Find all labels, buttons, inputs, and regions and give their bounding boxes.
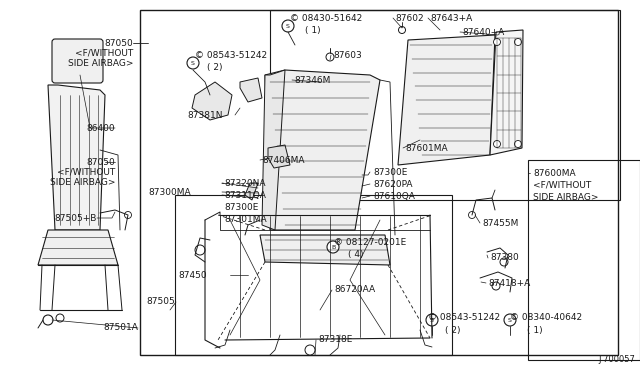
Text: © 08340-40642: © 08340-40642	[510, 314, 582, 323]
Text: 87050: 87050	[104, 38, 133, 48]
Bar	[270, 10, 620, 200]
Text: S: S	[286, 23, 290, 29]
Circle shape	[468, 212, 476, 218]
Circle shape	[492, 282, 500, 290]
Circle shape	[504, 314, 516, 326]
Polygon shape	[48, 85, 105, 230]
Text: 87603: 87603	[333, 51, 362, 60]
Text: B: B	[331, 244, 335, 250]
Text: 86720AA: 86720AA	[334, 285, 375, 295]
Circle shape	[399, 26, 406, 33]
Text: 87301MA: 87301MA	[224, 215, 267, 224]
Circle shape	[326, 53, 334, 61]
Polygon shape	[245, 183, 258, 200]
Text: 87418+A: 87418+A	[488, 279, 531, 288]
Polygon shape	[398, 35, 495, 165]
Text: 87602: 87602	[395, 13, 424, 22]
Circle shape	[327, 241, 339, 253]
Circle shape	[493, 141, 500, 148]
Text: S: S	[508, 317, 512, 323]
Polygon shape	[260, 235, 390, 265]
Text: ( 1): ( 1)	[527, 326, 543, 334]
Text: ® 08127-0201E: ® 08127-0201E	[334, 237, 406, 247]
Text: 87380: 87380	[490, 253, 519, 263]
Circle shape	[493, 38, 500, 45]
Polygon shape	[265, 70, 380, 230]
Text: 87505+B: 87505+B	[54, 214, 97, 222]
Text: 87450: 87450	[178, 270, 207, 279]
Text: 87600MA: 87600MA	[533, 169, 575, 177]
Circle shape	[282, 20, 294, 32]
Text: 87620PA: 87620PA	[373, 180, 413, 189]
Text: 87300MA: 87300MA	[148, 187, 191, 196]
Circle shape	[187, 57, 199, 69]
Circle shape	[56, 314, 64, 322]
Text: 87050: 87050	[86, 157, 115, 167]
Text: © 08430-51642: © 08430-51642	[290, 13, 362, 22]
Text: <F/WITHOUT: <F/WITHOUT	[533, 180, 591, 189]
Circle shape	[426, 314, 438, 326]
Polygon shape	[38, 230, 118, 265]
Text: © 08543-51242: © 08543-51242	[428, 314, 500, 323]
Text: 87455M: 87455M	[482, 218, 518, 228]
Text: 87300E: 87300E	[373, 167, 408, 176]
Polygon shape	[240, 78, 262, 102]
Text: S: S	[191, 61, 195, 65]
FancyBboxPatch shape	[52, 39, 103, 83]
Text: S: S	[430, 317, 434, 323]
Text: SIDE AIRBAG>: SIDE AIRBAG>	[533, 192, 598, 202]
Circle shape	[305, 345, 315, 355]
Text: <F/WITHOUT: <F/WITHOUT	[57, 167, 115, 176]
Circle shape	[515, 141, 522, 148]
Bar	[175, 195, 452, 355]
Polygon shape	[490, 30, 523, 155]
Text: 87300E: 87300E	[224, 202, 259, 212]
Polygon shape	[192, 82, 232, 120]
Polygon shape	[268, 145, 290, 168]
Circle shape	[195, 245, 205, 255]
Text: <F/WITHOUT: <F/WITHOUT	[75, 48, 133, 58]
Text: 87601MA: 87601MA	[405, 144, 447, 153]
Circle shape	[515, 38, 522, 45]
Text: ( 1): ( 1)	[305, 26, 321, 35]
Text: 87501A: 87501A	[103, 324, 138, 333]
Circle shape	[125, 212, 131, 218]
Text: J 700057: J 700057	[598, 355, 635, 364]
Bar	[528, 160, 640, 360]
Polygon shape	[262, 70, 285, 230]
Text: 87406MA: 87406MA	[262, 155, 305, 164]
Circle shape	[43, 315, 53, 325]
Text: 87318E: 87318E	[318, 336, 353, 344]
Text: 87346M: 87346M	[294, 76, 330, 84]
Text: 86400: 86400	[86, 124, 115, 132]
Text: ( 2): ( 2)	[207, 62, 223, 71]
Text: 87505: 87505	[147, 298, 175, 307]
Circle shape	[500, 258, 508, 266]
Text: 87320NA: 87320NA	[224, 179, 266, 187]
Bar	[140, 10, 618, 355]
Text: ( 4): ( 4)	[348, 250, 364, 259]
Text: 87640+A: 87640+A	[462, 28, 504, 36]
Text: 87381N: 87381N	[187, 110, 223, 119]
Text: 87643+A: 87643+A	[430, 13, 472, 22]
Text: SIDE AIRBAG>: SIDE AIRBAG>	[67, 58, 133, 67]
Text: © 08543-51242: © 08543-51242	[195, 51, 267, 60]
Text: SIDE AIRBAG>: SIDE AIRBAG>	[49, 177, 115, 186]
Text: 87311QA: 87311QA	[224, 190, 266, 199]
Text: 87610QA: 87610QA	[373, 192, 415, 201]
Text: ( 2): ( 2)	[445, 326, 461, 334]
